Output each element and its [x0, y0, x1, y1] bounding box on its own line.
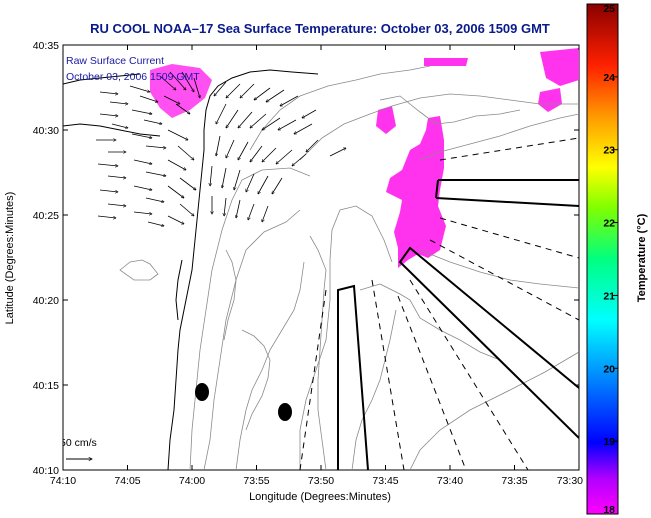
dashed-lane-lines — [299, 137, 579, 470]
map-content: Raw Surface Current October 03, 2006 150… — [60, 48, 579, 470]
y-tick-label: 40:30 — [33, 125, 59, 137]
colorbar-tick-label: 20 — [603, 363, 615, 375]
coastline — [63, 69, 319, 470]
y-axis-label: Latitude (Degrees:Minutes) — [4, 192, 16, 325]
colorbar-tick-label: 25 — [603, 3, 615, 15]
y-tick-label: 40:20 — [33, 295, 59, 307]
y-tick-label: 40:25 — [33, 210, 59, 222]
y-tick-label: 40:15 — [33, 380, 59, 392]
x-tick-label: 74:10 — [50, 475, 76, 487]
x-tick-label: 73:45 — [372, 475, 398, 487]
colorbar-tick-label: 24 — [603, 72, 615, 84]
sst-patches — [150, 48, 579, 268]
scale-label: 50 cm/s — [60, 437, 97, 449]
x-tick-label: 73:40 — [437, 475, 463, 487]
colorbar-label: Temperature (°C) — [636, 213, 648, 302]
x-tick-label: 73:30 — [557, 475, 583, 487]
bathymetry-contours — [119, 65, 579, 470]
figure-title: RU COOL NOAA–17 Sea Surface Temperature:… — [90, 21, 550, 36]
x-tick-label: 73:50 — [308, 475, 334, 487]
shipping-lanes — [337, 179, 579, 470]
colorbar-tick-label: 23 — [603, 145, 615, 157]
x-tick-label: 74:05 — [114, 475, 140, 487]
colorbar: 25 24 23 22 21 20 19 18 Temperature (°C) — [586, 3, 648, 516]
raw-surface-current-label: Raw Surface Current — [66, 55, 164, 67]
station-marker — [278, 403, 292, 421]
colorbar-tick-label: 18 — [603, 504, 615, 516]
y-axis: 40:35 40:30 40:25 40:20 40:15 40:10 Latitude … — [4, 40, 579, 477]
colorbar-tick-label: 21 — [603, 290, 615, 302]
colorbar-tick-label: 19 — [603, 436, 615, 448]
colorbar-gradient — [586, 3, 619, 515]
y-tick-label: 40:35 — [33, 40, 59, 52]
x-tick-label: 73:55 — [243, 475, 269, 487]
x-tick-label: 73:35 — [501, 475, 527, 487]
station-marker — [195, 383, 209, 401]
surface-current-date-label: October 03, 2006 1509 GMT — [66, 71, 200, 83]
colorbar-tick-label: 22 — [603, 218, 615, 230]
x-axis-label: Longitude (Degrees:Minutes) — [249, 491, 391, 503]
surface-current-vectors — [96, 71, 346, 226]
x-tick-label: 74:00 — [179, 475, 205, 487]
x-axis: 74:10 74:05 74:00 73:55 73:50 73:45 73:40 73:35… — [50, 45, 583, 503]
y-tick-label: 40:10 — [33, 465, 59, 477]
